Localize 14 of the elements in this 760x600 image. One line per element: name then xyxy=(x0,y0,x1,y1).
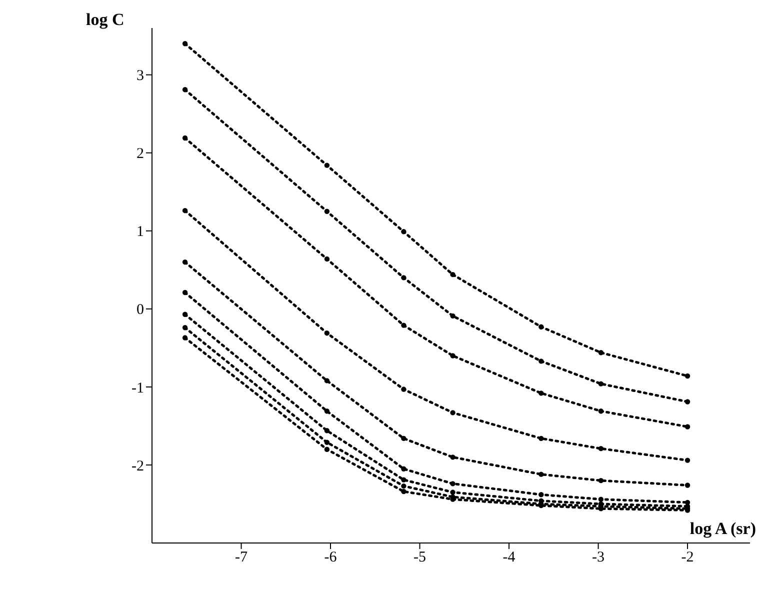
x-tick-label: -5 xyxy=(414,550,426,566)
x-tick-label: -2 xyxy=(681,550,694,566)
x-axis-title: log A (sr) xyxy=(690,519,756,539)
y-tick-label: 0 xyxy=(136,302,144,318)
y-tick-label: 1 xyxy=(136,224,144,240)
x-tick-label: -4 xyxy=(502,550,516,566)
y-tick-label: 2 xyxy=(136,146,144,162)
y-tick-label: -1 xyxy=(132,380,144,396)
y-axis-title: log C xyxy=(86,10,124,30)
x-tick-label: -7 xyxy=(235,550,248,566)
x-tick-label: -3 xyxy=(592,550,605,566)
y-tick-label: -2 xyxy=(132,458,144,474)
y-tick-label: 3 xyxy=(136,68,144,84)
x-tick-label: -6 xyxy=(324,550,338,566)
